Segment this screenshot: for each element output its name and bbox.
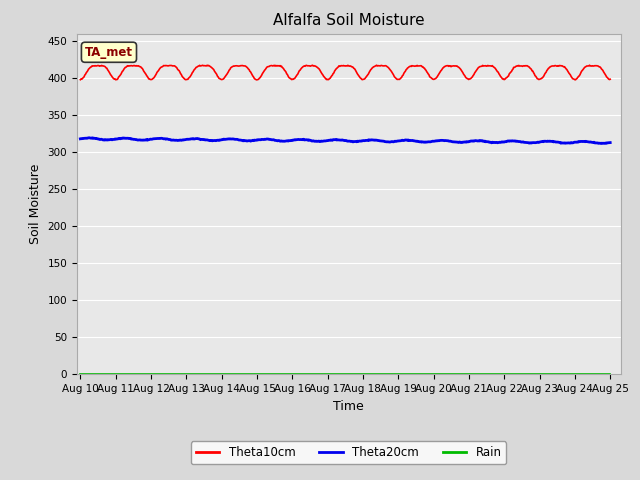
Line: Theta10cm: Theta10cm: [81, 65, 610, 80]
Theta10cm: [86, 65, 93, 71]
Theta20cm: [85, 135, 93, 141]
Theta10cm: [426, 74, 433, 80]
Text: TA_met: TA_met: [85, 46, 133, 59]
Title: Alfalfa Soil Moisture: Alfalfa Soil Moisture: [273, 13, 424, 28]
Theta10cm: [223, 72, 230, 78]
X-axis label: Time: Time: [333, 400, 364, 413]
Theta20cm: [426, 139, 433, 145]
Rain: [77, 371, 84, 377]
Theta20cm: [223, 136, 231, 142]
Rain: [606, 371, 614, 377]
Y-axis label: Soil Moisture: Soil Moisture: [29, 164, 42, 244]
Line: Theta20cm: Theta20cm: [81, 138, 610, 144]
Legend: Theta10cm, Theta20cm, Rain: Theta10cm, Theta20cm, Rain: [191, 442, 506, 464]
Rain: [141, 371, 148, 377]
Rain: [410, 371, 417, 377]
Rain: [195, 371, 202, 377]
Rain: [86, 371, 93, 377]
Theta20cm: [410, 138, 418, 144]
Rain: [223, 371, 230, 377]
Rain: [425, 371, 433, 377]
Theta10cm: [586, 62, 593, 68]
Theta20cm: [195, 136, 203, 142]
Theta10cm: [77, 77, 84, 83]
Theta20cm: [606, 140, 614, 145]
Theta20cm: [141, 137, 149, 143]
Theta10cm: [141, 69, 148, 75]
Theta20cm: [87, 135, 95, 141]
Theta10cm: [410, 63, 418, 69]
Theta10cm: [253, 77, 260, 83]
Theta20cm: [77, 136, 84, 142]
Theta20cm: [596, 141, 604, 146]
Theta10cm: [195, 63, 202, 69]
Theta10cm: [606, 76, 614, 82]
